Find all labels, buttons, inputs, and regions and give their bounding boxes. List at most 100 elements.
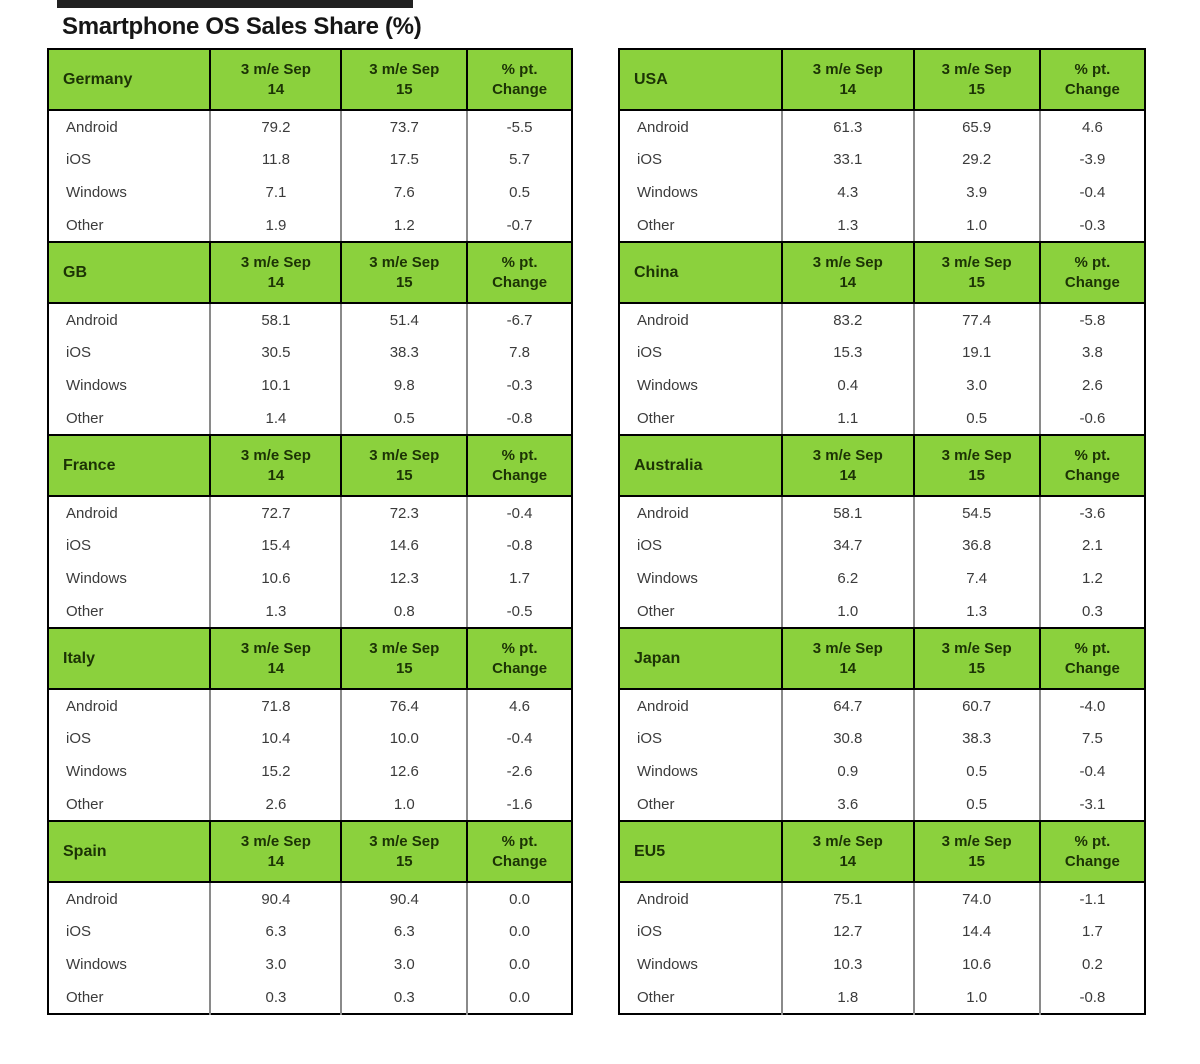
os-label: Other [66,216,104,234]
table-row: Windows 4.3 3.9 -0.4 [619,176,1145,209]
value-cell: 75.1 [781,882,914,915]
column-header: 3 m/e Sep 14 [781,434,915,497]
value-cell: 2.1 [1038,529,1145,562]
value-cell: -0.4 [466,496,572,529]
value-cell: -0.6 [1038,402,1145,435]
value-cell: 38.3 [340,336,468,369]
table-row: Android 90.4 90.4 0.0 [48,882,572,915]
value-cell: 6.3 [340,915,468,948]
value-cell: 90.4 [209,882,342,915]
value-cell: -6.7 [466,303,572,336]
region-header: Spain [46,820,212,883]
region-header: Germany [46,48,212,111]
value-cell: -1.1 [1038,882,1145,915]
region-header: USA [617,48,784,111]
column-header: 3 m/e Sep 14 [781,48,915,111]
os-label: iOS [637,344,663,361]
column-header: 3 m/e Sep 15 [340,820,469,883]
column-header: 3 m/e Sep 14 [781,241,915,304]
value-cell: 3.6 [781,788,914,821]
table-row: Windows 15.2 12.6 -2.6 [48,755,572,788]
header-row: Spain 3 m/e Sep 14 3 m/e Sep 15% pt. Chang… [46,820,573,883]
value-cell: 74.0 [912,882,1040,915]
region-table-japan: Japan 3 m/e Sep 14 3 m/e Sep 15% pt. Chang… [617,627,1147,822]
table-row: Android 61.3 65.9 4.6 [619,110,1145,143]
value-cell: 6.3 [209,915,342,948]
table-row: iOS 6.3 6.3 0.0 [48,915,572,948]
column-header: 3 m/e Sep 14 [781,820,915,883]
value-cell: 10.6 [209,562,342,595]
table-row: Windows 0.9 0.5 -0.4 [619,755,1145,788]
table-row: Other 1.8 1.0 -0.8 [619,981,1145,1014]
value-cell: 72.3 [340,496,468,529]
value-cell: 0.2 [1038,948,1145,981]
value-cell: 7.1 [209,176,342,209]
table-row: Android 79.2 73.7 -5.5 [48,110,572,143]
table-row: Other 1.9 1.2 -0.7 [48,209,572,242]
os-label: Other [637,216,675,234]
os-label: Android [637,890,689,908]
value-cell: 76.4 [340,689,468,722]
column-header: % pt. Change [1038,820,1147,883]
value-cell: 79.2 [209,110,342,143]
column-header: 3 m/e Sep 14 [209,434,343,497]
table-row: iOS 30.8 38.3 7.5 [619,722,1145,755]
value-cell: -0.3 [466,369,572,402]
os-label: Windows [66,377,127,394]
header-row: Australia 3 m/e Sep 14 3 m/e Sep 15% pt. C… [617,434,1147,497]
value-cell: -0.8 [1038,981,1145,1014]
table-row: Android 58.1 54.5 -3.6 [619,496,1145,529]
value-cell: 12.6 [340,755,468,788]
value-cell: -0.8 [466,402,572,435]
table-row: Windows 10.6 12.3 1.7 [48,562,572,595]
region-table-spain: Spain 3 m/e Sep 14 3 m/e Sep 15% pt. Chang… [46,820,573,1015]
cropped-header-strip [57,0,413,8]
value-cell: 64.7 [781,689,914,722]
value-cell: 0.5 [912,788,1040,821]
region-table-italy: Italy 3 m/e Sep 14 3 m/e Sep 15% pt. Chang… [46,627,573,822]
value-cell: 3.0 [912,369,1040,402]
value-cell: 10.1 [209,369,342,402]
column-header: % pt. Change [1038,434,1147,497]
value-cell: 9.8 [340,369,468,402]
column-header: 3 m/e Sep 15 [912,241,1041,304]
value-cell: 10.4 [209,722,342,755]
value-cell: 60.7 [912,689,1040,722]
value-cell: -0.5 [466,595,572,628]
value-cell: 33.1 [781,143,914,176]
value-cell: 15.4 [209,529,342,562]
page-title: Smartphone OS Sales Share (%) [62,13,422,40]
value-cell: -3.6 [1038,496,1145,529]
column-header: 3 m/e Sep 15 [912,627,1041,690]
os-label: iOS [637,537,663,554]
region-table-gb: GB 3 m/e Sep 14 3 m/e Sep 15% pt. Change An… [46,241,573,436]
table-row: Android 64.7 60.7 -4.0 [619,689,1145,722]
value-cell: 2.6 [209,788,342,821]
column-header: 3 m/e Sep 14 [209,627,343,690]
region-header: Italy [46,627,212,690]
value-cell: 7.6 [340,176,468,209]
value-cell: 3.0 [209,948,342,981]
value-cell: 90.4 [340,882,468,915]
os-label: Windows [66,570,127,587]
value-cell: 0.5 [912,755,1040,788]
os-label: Other [637,795,675,813]
header-row: China 3 m/e Sep 14 3 m/e Sep 15% pt. Chang… [617,241,1147,304]
table-row: iOS 30.5 38.3 7.8 [48,336,572,369]
table-row: Windows 3.0 3.0 0.0 [48,948,572,981]
value-cell: 1.3 [912,595,1040,628]
value-cell: 58.1 [781,496,914,529]
region-table-china: China 3 m/e Sep 14 3 m/e Sep 15% pt. Chang… [617,241,1147,436]
value-cell: -3.1 [1038,788,1145,821]
table-row: Windows 6.2 7.4 1.2 [619,562,1145,595]
value-cell: 19.1 [912,336,1040,369]
os-label: Android [66,890,118,908]
column-header: 3 m/e Sep 15 [340,241,469,304]
table-row: Windows 10.3 10.6 0.2 [619,948,1145,981]
value-cell: -3.9 [1038,143,1145,176]
value-cell: 10.3 [781,948,914,981]
table-row: iOS 33.1 29.2 -3.9 [619,143,1145,176]
table-row: Other 2.6 1.0 -1.6 [48,788,572,821]
value-cell: 1.1 [781,402,914,435]
value-cell: 10.6 [912,948,1040,981]
